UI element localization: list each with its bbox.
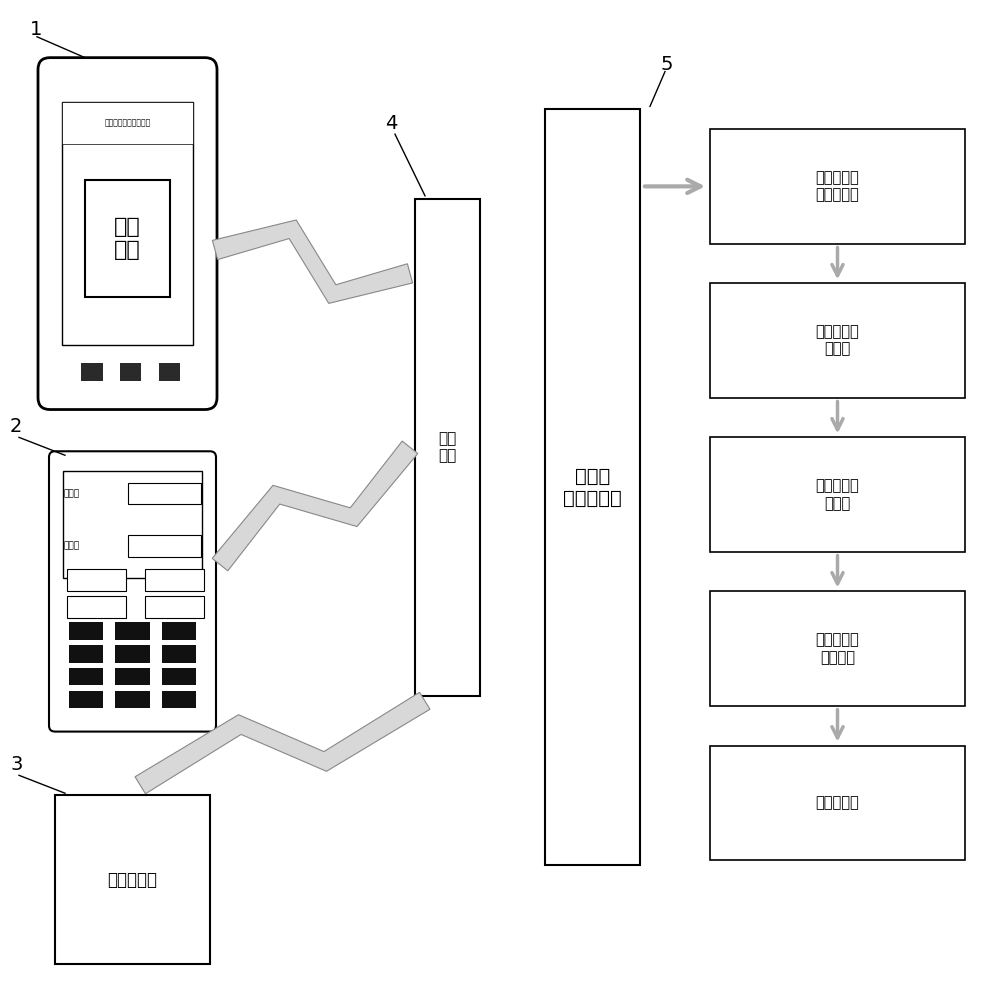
Bar xyxy=(710,591,965,706)
FancyBboxPatch shape xyxy=(49,451,216,732)
Text: 4: 4 xyxy=(385,114,397,133)
Bar xyxy=(120,363,141,382)
Bar xyxy=(81,363,103,382)
Text: 快捷
付费: 快捷 付费 xyxy=(114,217,141,259)
Bar xyxy=(115,645,150,663)
Bar xyxy=(115,622,150,640)
Bar xyxy=(67,596,126,618)
Bar xyxy=(55,795,210,964)
Bar xyxy=(158,363,180,382)
Text: 对帐户扣费: 对帐户扣费 xyxy=(816,795,859,810)
Bar xyxy=(69,622,103,640)
Bar xyxy=(710,129,965,244)
Text: 2: 2 xyxy=(10,417,22,436)
Bar xyxy=(710,283,965,398)
Text: 车牌号: 车牌号 xyxy=(63,489,79,498)
Bar xyxy=(162,622,196,640)
Text: 无线
网关: 无线 网关 xyxy=(438,431,457,463)
Bar xyxy=(162,691,196,708)
Bar xyxy=(115,668,150,686)
Text: 5: 5 xyxy=(660,55,672,74)
Bar xyxy=(69,691,103,708)
Bar xyxy=(69,645,103,663)
Bar xyxy=(162,645,196,663)
Bar xyxy=(545,109,640,865)
Bar xyxy=(115,691,150,708)
Text: 车位号关联
车牌号: 车位号关联 车牌号 xyxy=(816,324,859,357)
Polygon shape xyxy=(212,220,413,303)
Text: 车位检测器: 车位检测器 xyxy=(108,871,158,889)
Bar xyxy=(85,180,170,296)
Bar xyxy=(62,102,193,345)
Text: 车位检测器
关联车位号: 车位检测器 关联车位号 xyxy=(816,170,859,203)
Bar xyxy=(145,596,204,618)
Text: 停车场
后台服务器: 停车场 后台服务器 xyxy=(563,466,622,508)
Polygon shape xyxy=(212,441,418,571)
Text: 手机号关联
付费帐户: 手机号关联 付费帐户 xyxy=(816,632,859,665)
Bar xyxy=(710,437,965,552)
Bar xyxy=(62,102,193,144)
Bar xyxy=(128,482,201,504)
FancyBboxPatch shape xyxy=(38,58,217,410)
Bar xyxy=(415,199,480,696)
Text: 1: 1 xyxy=(30,20,42,39)
Bar xyxy=(67,570,126,591)
Text: 车位号: 车位号 xyxy=(63,542,79,551)
Text: 3: 3 xyxy=(10,755,22,774)
Text: 手机一键付费支付系统: 手机一键付费支付系统 xyxy=(104,118,151,127)
Bar xyxy=(128,535,201,557)
Text: 手机号关联
车牌号: 手机号关联 车牌号 xyxy=(816,478,859,511)
Bar xyxy=(162,668,196,686)
Bar xyxy=(63,470,202,578)
Bar xyxy=(710,746,965,860)
Bar xyxy=(69,668,103,686)
Polygon shape xyxy=(135,692,430,794)
Bar xyxy=(145,570,204,591)
